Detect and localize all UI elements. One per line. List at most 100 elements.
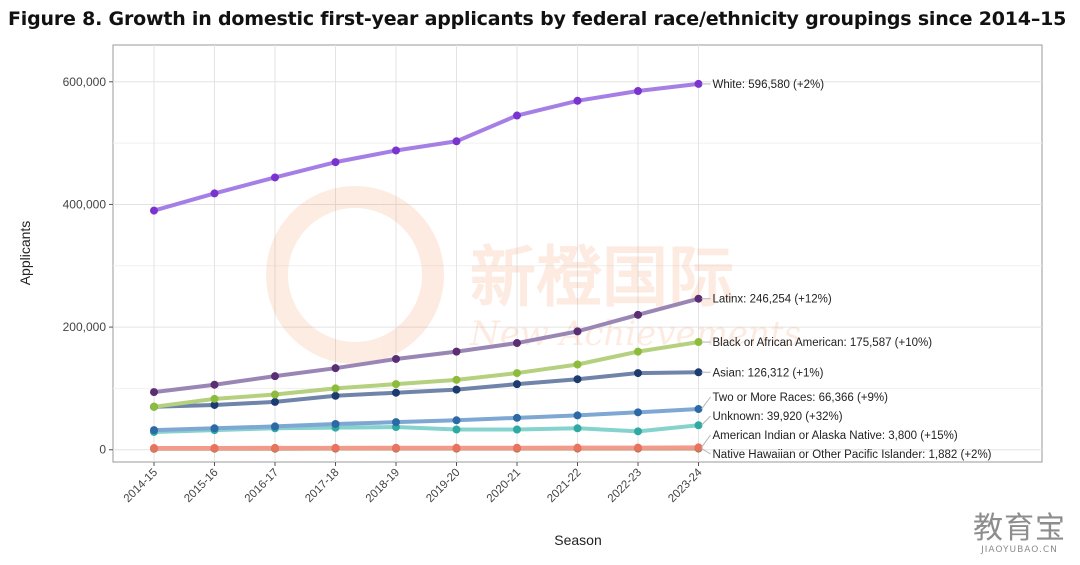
data-point <box>271 173 279 182</box>
y-tick-label: 400,000 <box>63 197 107 211</box>
x-tick-label: 2021-22 <box>545 467 583 505</box>
data-point <box>452 375 461 384</box>
series-end-label: Asian: 126,312 (+1%) <box>713 367 824 379</box>
data-point <box>210 189 219 198</box>
data-point <box>513 369 521 378</box>
data-point <box>573 443 582 452</box>
watermark-cn-text: 新橙国际 <box>470 239 734 316</box>
data-point <box>573 360 582 369</box>
data-point <box>694 294 703 303</box>
orange-logo-icon <box>266 186 444 364</box>
data-point <box>634 427 642 436</box>
data-point <box>392 388 400 397</box>
data-point <box>573 96 582 105</box>
end-labels: White: 596,580 (+2%) Latinx: 246,254 (+12… <box>701 79 992 461</box>
data-point <box>210 424 219 433</box>
series-line <box>152 407 701 433</box>
data-point <box>694 79 703 88</box>
watermark-corner-cn: 教育宝 <box>973 511 1066 546</box>
data-point <box>513 443 521 452</box>
label-leader-line <box>701 434 711 448</box>
data-point <box>694 443 703 452</box>
y-tick-label: 0 <box>99 443 106 457</box>
series-end-label: Black or African American: 175,587 (+10%… <box>713 337 933 349</box>
data-point <box>513 111 521 120</box>
y-tick-label: 600,000 <box>63 75 107 89</box>
data-point <box>150 444 158 453</box>
x-tick-label: 2018-19 <box>364 467 402 505</box>
data-point <box>452 425 461 434</box>
watermark-en-text: New Achievements <box>469 314 801 354</box>
data-point <box>634 310 642 319</box>
series-line <box>152 445 701 451</box>
series-end-label: Two or More Races: 66,366 (+9%) <box>713 392 889 404</box>
series-line <box>152 370 701 409</box>
watermark-center: 新橙国际 New Achievements <box>266 186 801 364</box>
y-axis-title: Applicants <box>17 221 33 286</box>
data-point <box>452 416 461 425</box>
data-point <box>392 380 400 389</box>
x-tick-label: 2019-20 <box>424 467 462 505</box>
label-leader-line <box>701 448 711 455</box>
data-point <box>210 394 219 403</box>
series-end-label: Native Hawaiian or Other Pacific Islande… <box>713 449 992 461</box>
data-point <box>513 413 521 422</box>
x-tick-label: 2015-16 <box>182 467 220 505</box>
data-point <box>513 339 521 348</box>
x-tick-label: 2022-23 <box>606 467 644 505</box>
data-point <box>634 86 642 95</box>
series-line <box>152 340 701 409</box>
x-tick-label: 2020-21 <box>485 467 523 505</box>
data-point <box>150 402 158 411</box>
x-axis-title: Season <box>554 532 601 548</box>
data-point <box>452 443 461 452</box>
data-point <box>271 390 279 399</box>
x-tick-label: 2023-24 <box>666 466 705 505</box>
data-point <box>573 411 582 420</box>
data-point <box>634 369 642 378</box>
series-group <box>150 79 703 453</box>
data-point <box>392 418 400 427</box>
data-point <box>210 443 219 452</box>
series-end-label: Latinx: 246,254 (+12%) <box>713 294 832 306</box>
data-point <box>271 372 279 381</box>
data-point <box>452 347 461 356</box>
data-point <box>634 408 642 417</box>
data-point <box>331 391 340 400</box>
data-point <box>331 384 340 393</box>
y-axis: 0 200,000 400,000 600,000 <box>63 75 113 457</box>
data-point <box>392 354 400 363</box>
data-point <box>513 425 521 434</box>
data-point <box>392 443 400 452</box>
data-point <box>210 380 219 389</box>
data-point <box>331 443 340 452</box>
label-leader-line <box>701 415 711 426</box>
data-point <box>271 422 279 431</box>
data-point <box>634 347 642 356</box>
data-point <box>331 419 340 428</box>
x-tick-label: 2017-18 <box>303 467 341 505</box>
x-tick-label: 2016-17 <box>243 467 281 505</box>
data-point <box>573 327 582 336</box>
series-end-label: American Indian or Alaska Native: 3,800 … <box>713 430 958 442</box>
label-leader-line <box>701 396 711 410</box>
data-point <box>573 375 582 384</box>
data-point <box>694 421 703 430</box>
data-point <box>573 424 582 433</box>
series-end-label: White: 596,580 (+2%) <box>713 79 825 91</box>
data-point <box>694 338 703 347</box>
data-point <box>331 158 340 167</box>
x-axis: 2014-15 2015-16 2016-17 2017-18 2018-19 2019-… <box>122 462 705 505</box>
data-point <box>513 380 521 389</box>
data-point <box>392 146 400 155</box>
data-point <box>694 405 703 414</box>
series-line <box>152 81 701 213</box>
data-point <box>634 443 642 452</box>
figure-title: Figure 8. Growth in domestic first-year … <box>8 8 1067 30</box>
data-point <box>150 388 158 397</box>
series-line <box>152 296 701 395</box>
data-point <box>150 426 158 435</box>
series-end-label: Unknown: 39,920 (+32%) <box>713 411 843 423</box>
data-point <box>452 385 461 394</box>
